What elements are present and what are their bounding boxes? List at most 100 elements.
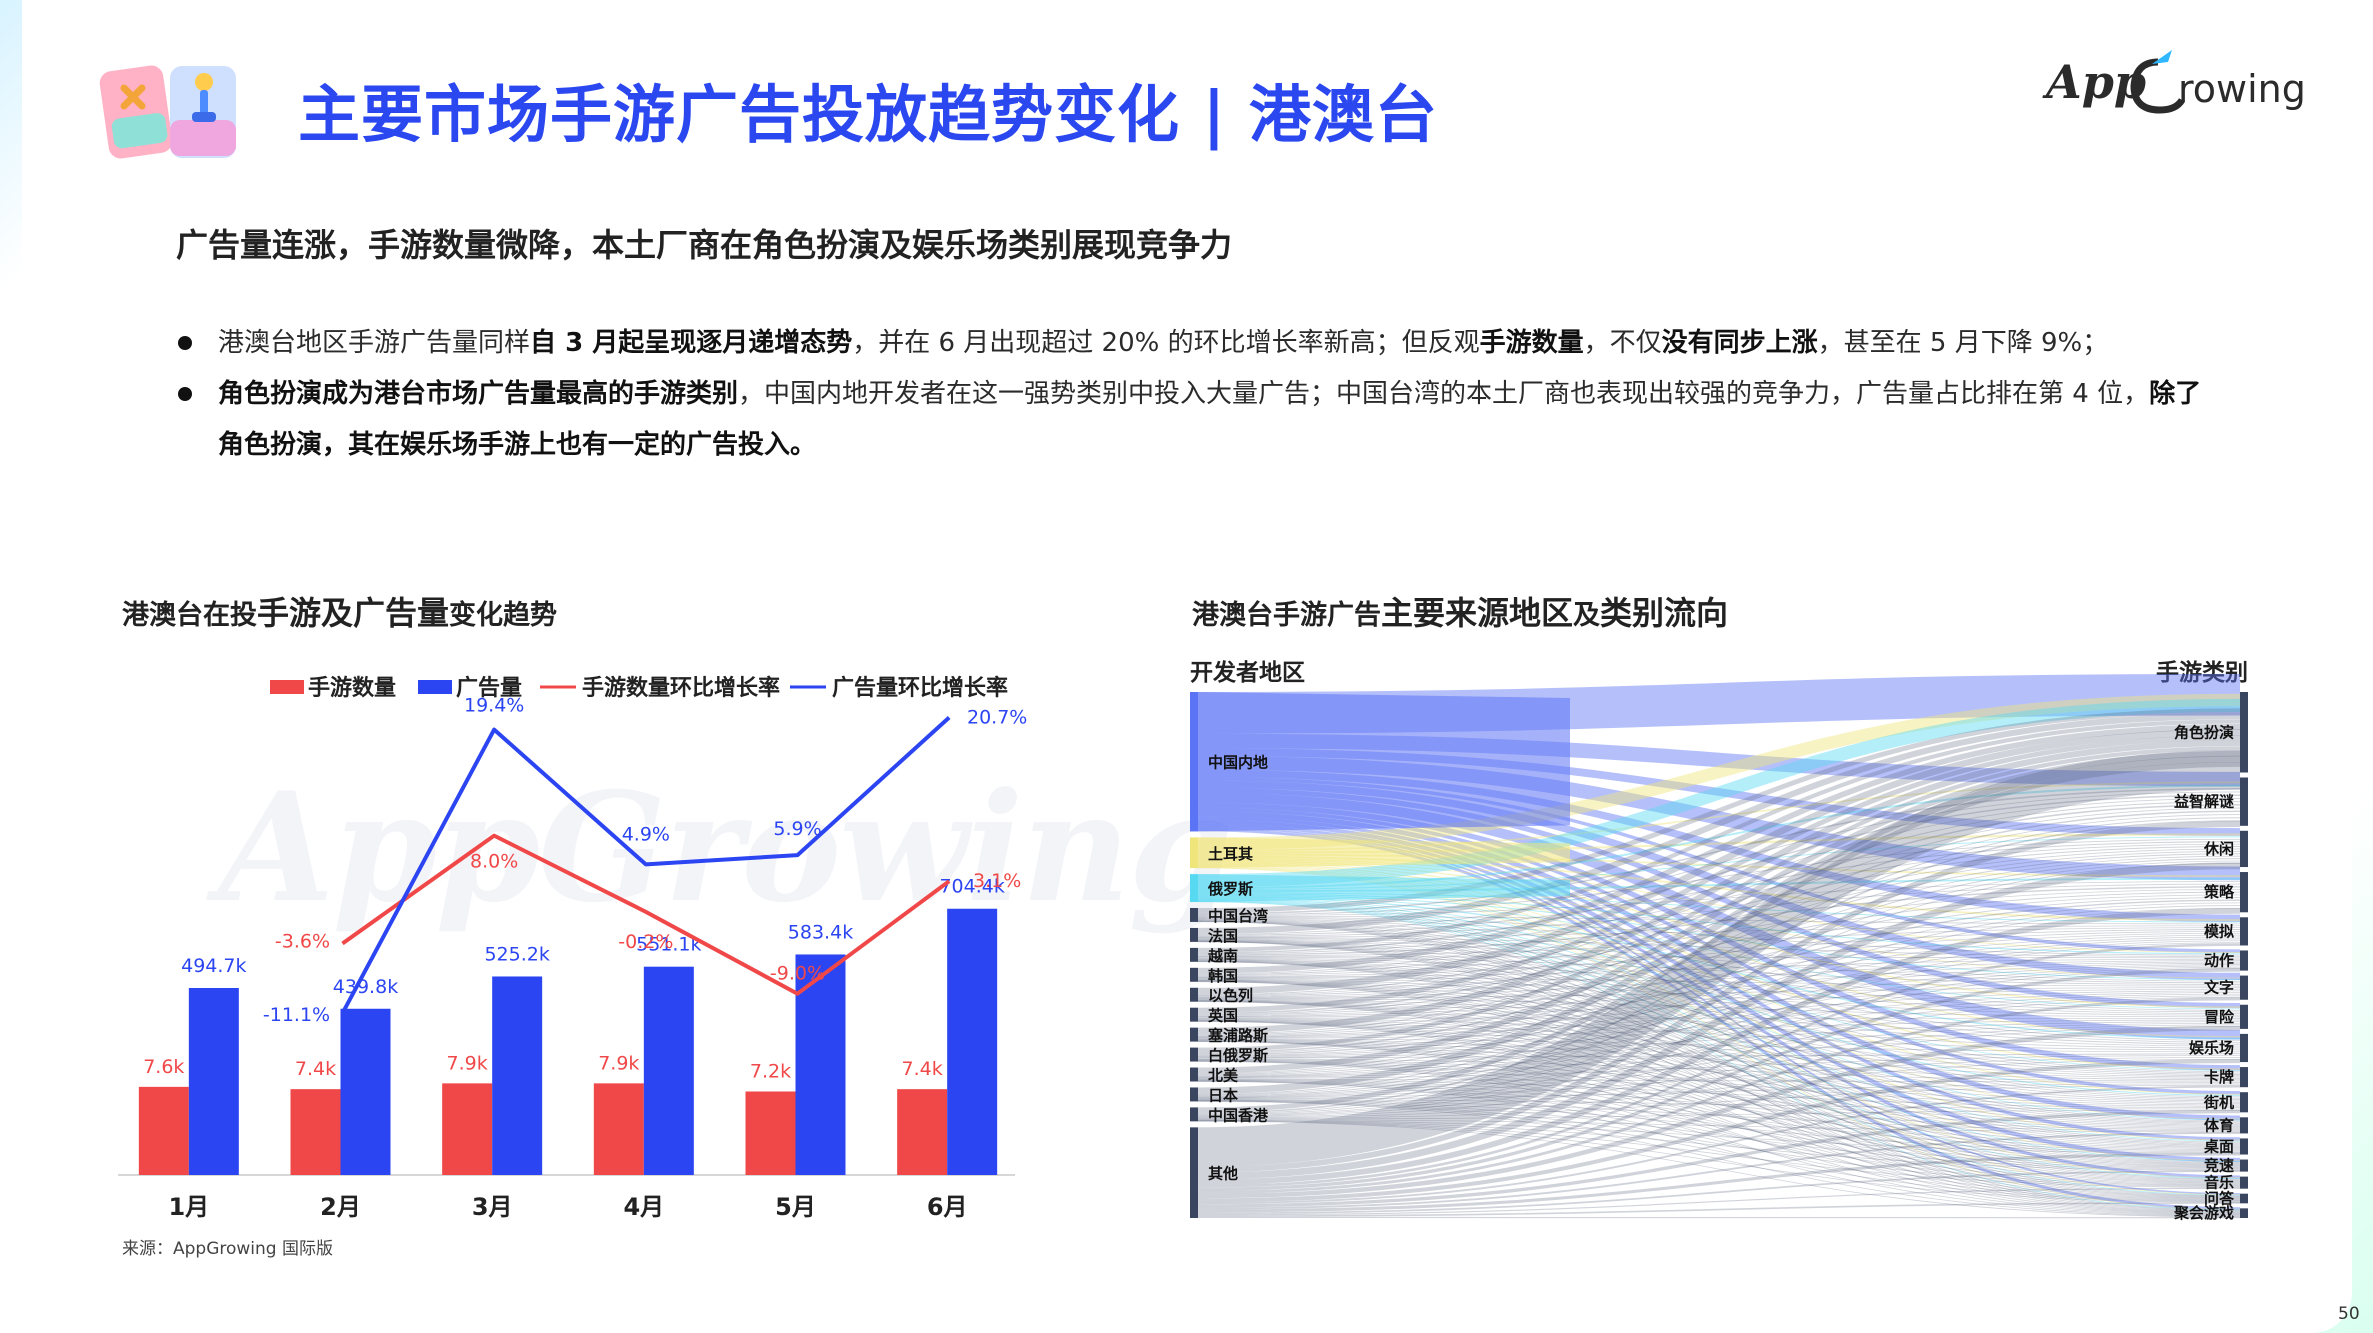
target-node-15 [2240,1193,2248,1204]
sankey-flow [1197,1085,2241,1205]
sankey-flow [1197,916,2241,956]
sankey-flow [1197,1059,2241,1151]
sankey-flow [1197,902,2241,1076]
sankey-flow [1197,1120,2241,1188]
bar-ads-3 [643,966,694,1175]
sankey-flow [1197,858,2241,1075]
sankey-flow [1197,1020,2241,1148]
sankey-flow [1197,762,2241,1113]
summary-bullets: 港澳台地区手游广告量同样自 3 月起呈现逐月递增态势，并在 6 月出现超过 20… [176,318,2226,471]
sankey-flow [1197,927,2241,957]
label-games-1: 7.4k [295,1058,336,1080]
sankey-flow [1197,843,2241,955]
sankey-flow [1197,883,2241,937]
x-tick-1: 2月 [320,1193,361,1221]
sankey-flow [1197,930,2241,998]
sankey-flow [1197,987,2241,999]
source-node-12 [1190,1087,1198,1102]
sankey-flow [1197,1039,2241,1128]
target-node-3 [2240,872,2248,913]
sankey-flow [1197,1020,2241,1167]
sankey-flow [1197,858,2241,979]
source-label-2: 俄罗斯 [1207,880,1253,898]
sankey-flow [1197,899,2241,1162]
sankey-flow [1197,988,2241,1018]
sankey-flow [1197,719,2241,953]
source-node-7 [1190,987,1198,1002]
sankey-flow [1197,940,2241,1181]
source-label-3: 中国台湾 [1208,907,1268,925]
sankey-flow [1197,1056,2241,1100]
page-number: 50 [2338,1304,2360,1324]
sankey-flow [1197,900,2241,1196]
sankey-flow [1197,895,2241,1040]
sankey-flow [1197,1041,2241,1215]
sankey-flow [1197,1187,2241,1216]
source-label-7: 以色列 [1208,987,1253,1005]
sankey-flow [1197,755,2241,1095]
target-node-7 [2240,1004,2248,1029]
sankey-flow [1197,901,2241,1211]
sankey-flow [1197,897,2241,1097]
sankey-flow [1197,1100,2241,1217]
target-label-7: 冒险 [2204,1008,2235,1026]
sankey-flow [1197,993,2241,1078]
sankey-flow [1197,939,2241,1074]
sankey-flow [1197,998,2241,1049]
sankey-flow [1197,920,2241,1143]
sankey-right-header: 手游类别 [2156,659,2248,686]
sankey-flow [1197,908,2241,1186]
sankey-flow [1197,838,2241,916]
legend-swatch-1 [418,680,452,694]
sankey-flow [1197,925,2241,938]
sankey-flow [1197,1055,2241,1079]
source-node-4 [1190,927,1198,942]
sankey-flow [1197,728,2241,995]
sankey-flow [1197,965,2241,1078]
sankey-flow [1197,841,2241,936]
sankey-flow [1197,1024,2241,1099]
target-node-6 [2240,975,2248,1000]
source-label-9: 塞浦路斯 [1208,1027,1268,1045]
sankey-flow [1197,1040,2241,1201]
sankey-flow [1197,1202,2241,1217]
sankey-flow [1197,968,2241,1192]
sankey-flow [1197,894,2241,981]
target-label-13: 竞速 [2204,1157,2234,1175]
sankey-flow [1197,996,2241,1118]
sankey-flow [1197,1120,2241,1203]
target-node-10 [2240,1092,2248,1113]
source-node-14 [1190,1127,1198,1218]
sankey-flow [1197,1083,2241,1100]
ads-rate-label-4: 5.9% [773,818,821,840]
sankey-flow [1197,1099,2241,1110]
games-rate-label-4: -9.0% [770,963,825,985]
sankey-flow [1197,1060,2241,1169]
sankey-left-header: 开发者地区 [1190,659,1305,686]
sankey-flow [1197,1040,2241,1168]
target-node-16 [2240,1208,2248,1218]
sankey-flow [1197,1000,2241,1184]
sankey-flow [1197,958,2241,978]
sankey-flow [1197,917,2241,1011]
sankey-flow [1197,897,2241,1071]
sankey-flow [1197,918,2241,1041]
sankey-flow [1197,1119,2241,1154]
label-ads-0: 494.7k [181,955,246,977]
sankey-flow [1197,995,2241,1099]
target-node-14 [2240,1176,2248,1189]
sankey-flow [1197,1019,2241,1127]
sankey-flow [1197,1084,2241,1120]
target-node-2 [2240,830,2248,868]
sankey-flow [1197,942,2241,1117]
sankey-flow [1197,1120,2241,1218]
sankey-flow [1197,787,2241,915]
target-label-5: 动作 [2204,952,2234,970]
sankey-flow [1197,938,2241,1013]
label-games-4: 7.2k [750,1060,791,1082]
source-node-3 [1190,907,1198,922]
appgrowing-logo: App rowing [2042,50,2306,114]
sankey-flow [1197,1058,2241,1119]
bullet-dot-icon [178,387,192,401]
sankey-flow [1197,1081,2241,1217]
